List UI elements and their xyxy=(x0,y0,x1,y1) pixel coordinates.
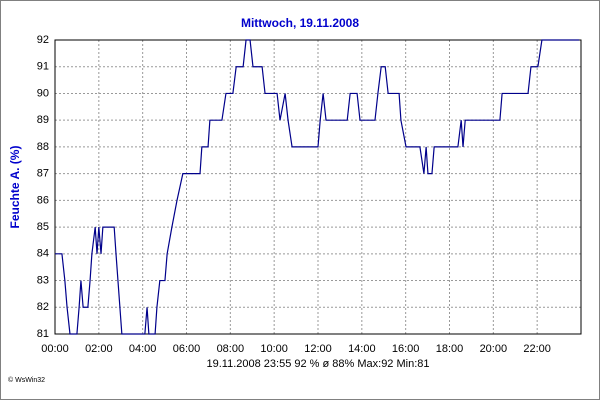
x-tick-label: 12:00 xyxy=(304,343,332,355)
chart-title: Mittwoch, 19.11.2008 xyxy=(241,16,359,30)
y-tick-label: 82 xyxy=(37,301,49,313)
y-tick-label: 81 xyxy=(37,328,49,340)
y-tick-label: 83 xyxy=(37,274,49,286)
y-tick-label: 88 xyxy=(37,141,49,153)
credit: © WsWin32 xyxy=(8,376,45,384)
x-tick-label: 06:00 xyxy=(173,343,201,355)
y-tick-label: 87 xyxy=(37,168,49,180)
y-tick-label: 92 xyxy=(37,34,49,46)
x-tick-label: 04:00 xyxy=(129,343,157,355)
y-tick-label: 91 xyxy=(37,61,49,73)
y-tick-label: 86 xyxy=(37,194,49,206)
plot-border xyxy=(54,39,582,335)
y-tick-label: 85 xyxy=(37,221,49,233)
x-tick-label: 16:00 xyxy=(392,343,420,355)
x-tick-label: 02:00 xyxy=(85,343,113,355)
footer: 19.11.2008 23:55 92 % ø 88% Max:92 Min:8… xyxy=(207,358,430,370)
y-tick-label: 90 xyxy=(37,87,49,99)
x-tick-label: 20:00 xyxy=(480,343,508,355)
x-tick-label: 14:00 xyxy=(348,343,376,355)
y-tick-label: 84 xyxy=(37,248,49,260)
data-line xyxy=(55,39,580,335)
y-axis-label: Feuchte A. (%) xyxy=(8,146,22,229)
x-tick-label: 08:00 xyxy=(217,343,245,355)
x-tick-label: 10:00 xyxy=(260,343,288,355)
x-tick-label: 00:00 xyxy=(41,343,69,355)
y-tick-label: 89 xyxy=(37,114,49,126)
x-tick-label: 18:00 xyxy=(436,343,464,355)
x-tick-label: 22:00 xyxy=(523,343,551,355)
